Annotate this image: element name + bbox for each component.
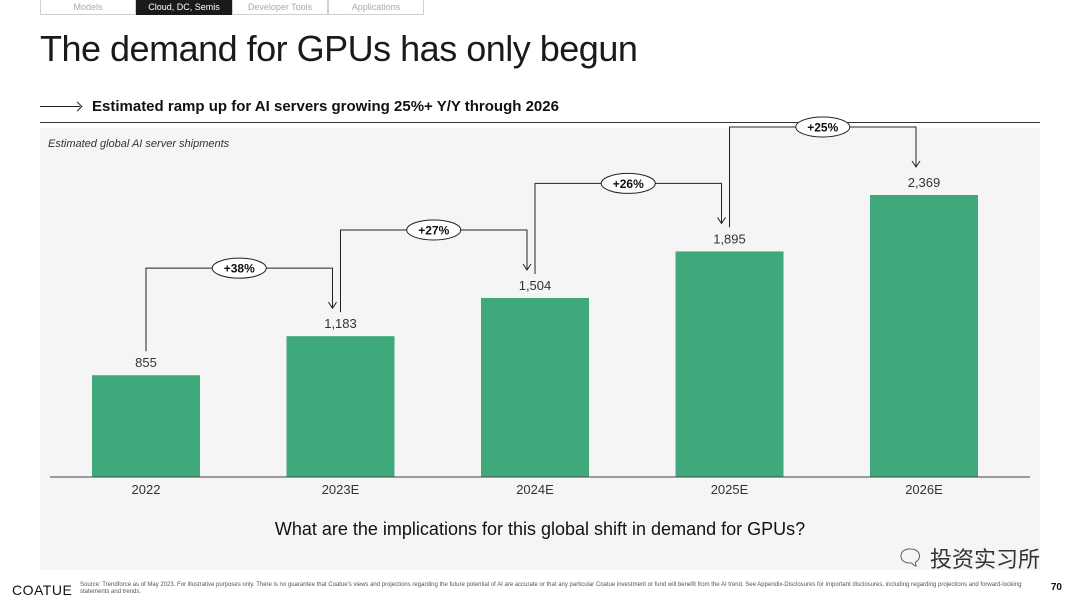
footer-source: Source: Trendforce as of May 2023. For i… [80,582,1022,595]
value-label-2025E: 1,895 [713,231,746,246]
value-label-2022: 855 [135,355,157,370]
growth-label-2: +26% [613,177,644,191]
chart-title: Estimated global AI server shipments [48,138,230,150]
growth-label-0: +38% [224,262,255,276]
tab-models[interactable]: Models [40,0,136,15]
bar-2026E [870,195,978,477]
question-text: What are the implications for this globa… [274,519,806,539]
growth-arrowhead-1 [522,263,532,271]
page-subtitle: Estimated ramp up for AI servers growing… [92,98,559,115]
x-tick-2026E: 2026E [905,482,943,497]
growth-badge-1 [406,219,462,241]
growth-arrowhead-0 [328,301,337,310]
growth-label-3: +25% [807,121,838,135]
bar-2023E [286,336,395,477]
subtitle-row: Estimated ramp up for AI servers growing… [40,98,559,115]
x-tick-2022: 2022 [132,482,161,497]
growth-arrowhead-3 [911,160,921,168]
watermark: 🗨 投资实习所 [896,542,1040,574]
value-label-2026E: 2,369 [908,175,941,190]
coatue-logo: COATUE [12,582,73,598]
growth-badge-3 [795,116,851,138]
bar-2025E [675,251,784,477]
wechat-icon: 🗨 [896,545,924,570]
divider [40,122,1040,123]
bar-2022 [92,375,200,477]
page-title: The demand for GPUs has only begun [40,28,638,69]
growth-badge-0 [211,257,267,279]
tab-applications[interactable]: Applications [328,0,424,15]
bar-2024E [481,297,589,477]
tab-developer-tools[interactable]: Developer Tools [232,0,328,15]
value-label-2023E: 1,183 [324,316,357,331]
x-tick-2024E: 2024E [516,482,554,497]
growth-label-1: +27% [418,223,449,237]
x-tick-2025E: 2025E [711,482,749,497]
x-tick-2023E: 2023E [322,482,360,497]
tab-cloud-dc-semis[interactable]: Cloud, DC, Semis [136,0,232,15]
watermark-text: 投资实习所 [929,547,1040,572]
page-number: 70 [1050,582,1062,593]
arrow-right-icon [40,106,80,107]
growth-badge-2 [600,172,656,194]
growth-arrowhead-2 [717,217,726,225]
section-tabs: Models Cloud, DC, Semis Developer Tools … [40,0,424,15]
value-label-2024E: 1,504 [519,278,552,293]
